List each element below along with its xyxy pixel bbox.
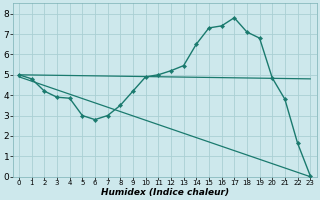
X-axis label: Humidex (Indice chaleur): Humidex (Indice chaleur) [100,188,229,197]
